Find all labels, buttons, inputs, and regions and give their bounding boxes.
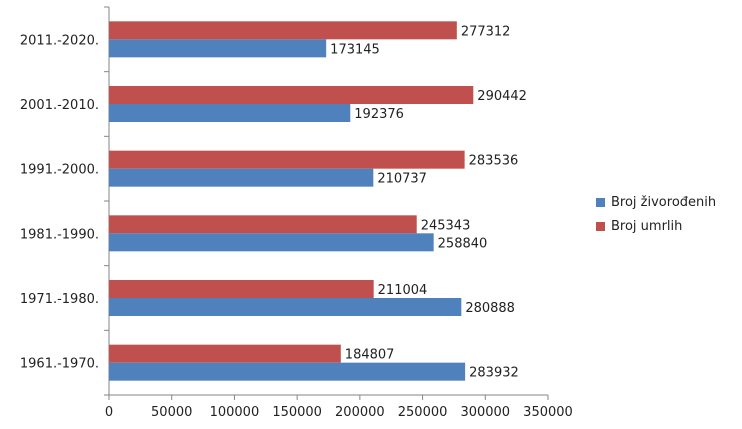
x-tick-label: 0 xyxy=(105,405,113,420)
x-tick-label: 100000 xyxy=(210,405,260,420)
bar-live-births xyxy=(109,298,462,316)
bar-live-births xyxy=(109,362,466,381)
data-label-live-births: 173145 xyxy=(330,42,380,57)
y-tick-label: 2001.-2010. xyxy=(20,98,99,113)
legend-swatch-deaths xyxy=(596,221,605,231)
bar-deaths xyxy=(109,215,417,234)
x-tick-label: 250000 xyxy=(398,405,448,420)
y-tick-label: 1991.-2000. xyxy=(20,163,99,178)
bar-deaths xyxy=(109,280,374,298)
bar-deaths xyxy=(109,86,474,104)
x-tick-label: 350000 xyxy=(523,405,573,420)
data-label-deaths: 277312 xyxy=(461,24,511,39)
bar-deaths xyxy=(109,344,341,363)
data-label-deaths: 184807 xyxy=(345,348,395,363)
data-label-deaths: 211004 xyxy=(378,283,428,298)
legend-swatch-live-births xyxy=(596,197,605,207)
y-tick-label: 1981.-1990. xyxy=(20,227,99,242)
y-tick-label: 1971.-1980. xyxy=(20,292,99,307)
x-tick-label: 200000 xyxy=(335,405,385,420)
bar-deaths xyxy=(109,21,457,40)
legend-item-deaths: Broj umrlih xyxy=(596,214,716,238)
legend: Broj živorođenih Broj umrlih xyxy=(596,190,716,238)
bar-live-births xyxy=(109,104,351,122)
x-tick-label: 50000 xyxy=(151,405,192,420)
legend-item-live-births: Broj živorođenih xyxy=(596,190,716,214)
bar-live-births xyxy=(109,233,434,252)
x-tick-label: 150000 xyxy=(272,405,322,420)
x-tick-label: 300000 xyxy=(460,405,510,420)
y-tick-label: 2011.-2020. xyxy=(20,33,99,48)
data-label-live-births: 280888 xyxy=(465,301,515,316)
bar-deaths xyxy=(109,150,465,169)
data-label-deaths: 283536 xyxy=(469,154,519,169)
legend-label-live-births: Broj živorođenih xyxy=(611,194,717,210)
bar-live-births xyxy=(109,39,327,58)
data-label-live-births: 192376 xyxy=(354,107,404,122)
data-label-live-births: 210737 xyxy=(377,172,427,187)
bar-live-births xyxy=(109,168,374,187)
data-label-deaths: 290442 xyxy=(477,89,527,104)
y-tick-label: 1961.-1970. xyxy=(20,357,99,372)
data-label-deaths: 245343 xyxy=(421,218,471,233)
legend-label-deaths: Broj umrlih xyxy=(611,218,683,234)
data-label-live-births: 258840 xyxy=(438,236,488,251)
data-label-live-births: 283932 xyxy=(469,366,519,381)
